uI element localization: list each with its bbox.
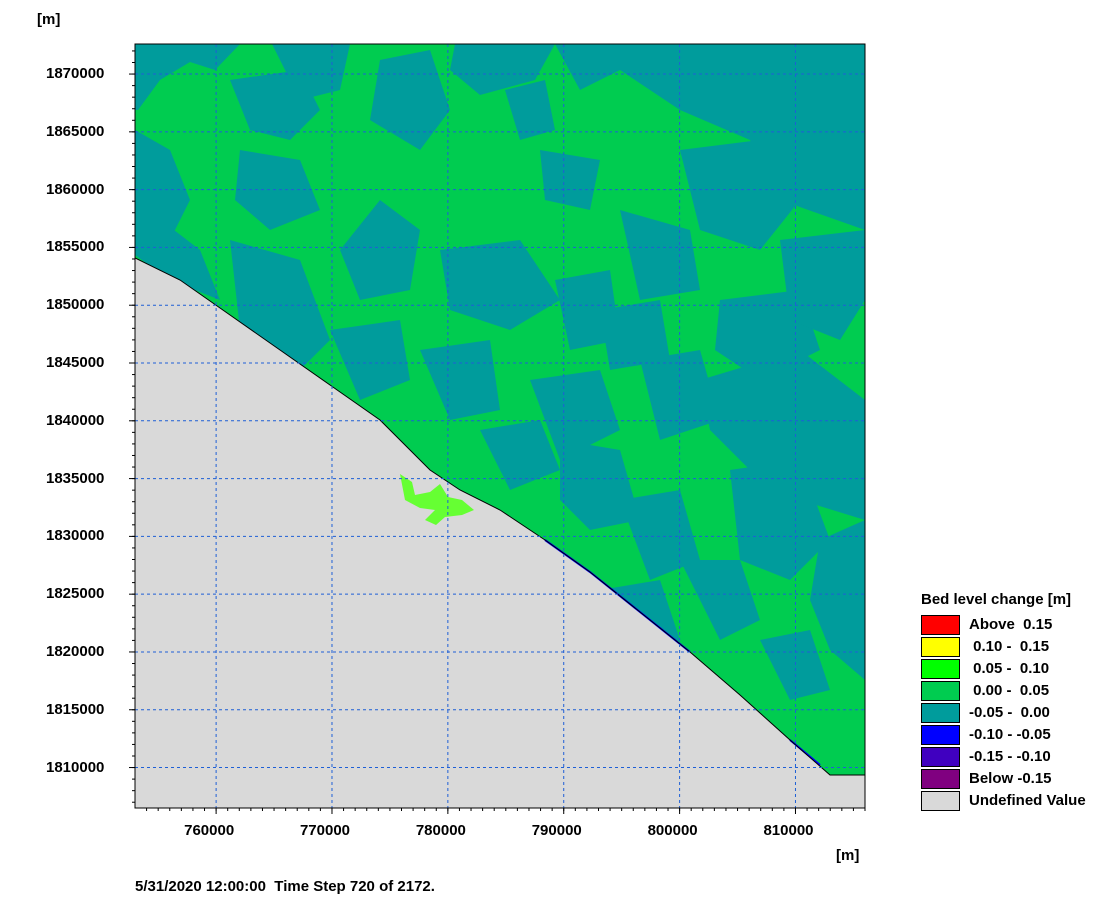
x-axis-unit: [m] (836, 847, 860, 864)
y-tick-label: 1830000 (46, 527, 105, 545)
legend-label: 0.10 - 0.15 (969, 638, 1050, 655)
x-tick-label: 780000 (415, 822, 466, 839)
legend-swatch (921, 637, 960, 657)
legend-label: -0.15 - -0.10 (969, 748, 1051, 765)
legend-swatch (921, 725, 960, 745)
legend-swatch (921, 769, 960, 789)
y-tick-label: 1855000 (46, 238, 105, 256)
y-tick-label: 1815000 (46, 700, 105, 718)
legend-swatch (921, 659, 960, 679)
legend-label: Below -0.15 (969, 770, 1052, 787)
x-tick-label: 800000 (647, 822, 698, 839)
x-tick-label: 790000 (531, 822, 582, 839)
legend-label: 0.05 - 0.10 (969, 660, 1050, 677)
y-tick-label: 1820000 (46, 642, 105, 660)
x-tick-label: 770000 (299, 822, 351, 839)
legend-swatch (921, 615, 960, 635)
y-tick-label: 1845000 (46, 354, 105, 371)
y-tick-label: 1870000 (46, 65, 105, 83)
grid-lines (135, 44, 865, 808)
legend-swatch (921, 703, 960, 723)
coastline (135, 257, 865, 776)
legend-label: -0.05 - 0.00 (969, 704, 1050, 721)
timestamp: 5/31/2020 12:00:00 (135, 878, 266, 895)
y-tick-label: 1860000 (46, 180, 105, 198)
status-line: 5/31/2020 12:00:00 Time Step 720 of 2172… (135, 878, 435, 895)
y-axis-unit: [m] (37, 11, 61, 28)
x-tick-label: 760000 (184, 822, 235, 839)
legend-swatch (921, 747, 960, 767)
negative-change-patches (135, 44, 865, 700)
land-area (135, 258, 865, 808)
legend-label: -0.10 - -0.05 (969, 726, 1051, 743)
y-tick-label: 1825000 (46, 585, 105, 603)
x-tick-label: 810000 (763, 822, 814, 839)
axis-ticks (129, 50, 866, 814)
legend-label: Above 0.15 (969, 616, 1053, 633)
plot-frame (134, 43, 866, 809)
legend-title: Bed level change [m] (921, 591, 1072, 608)
legend-label: 0.00 - 0.05 (969, 682, 1050, 699)
y-tick-label: 1865000 (46, 122, 105, 140)
legend-swatch (921, 791, 960, 811)
legend-swatch (921, 681, 960, 701)
time-step: Time Step 720 of 2172. (274, 878, 435, 895)
y-tick-label: 1840000 (46, 411, 105, 429)
legend-label: Undefined Value (969, 792, 1086, 809)
y-tick-label: 1835000 (46, 469, 105, 487)
y-tick-label: 1850000 (46, 296, 105, 314)
y-tick-label: 1810000 (46, 758, 105, 776)
